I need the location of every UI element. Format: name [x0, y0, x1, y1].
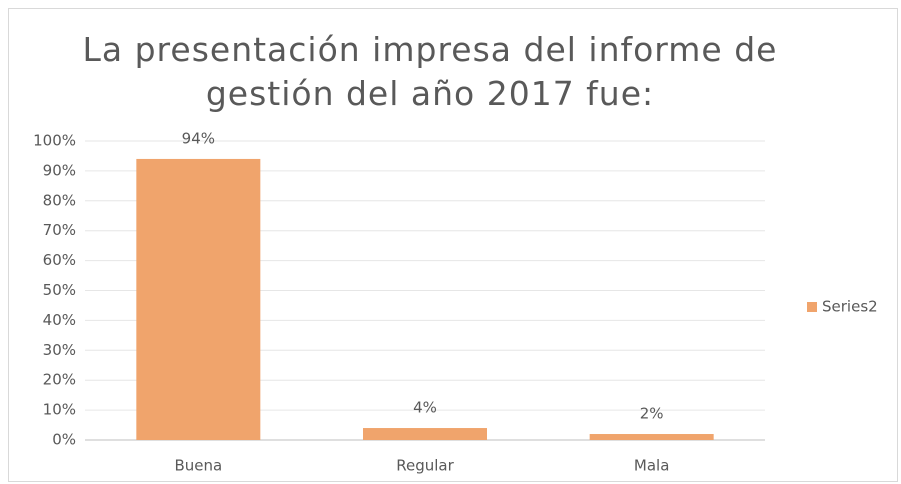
y-tick-label: 50% [43, 281, 76, 299]
legend-label: Series2 [822, 298, 878, 316]
y-tick-label: 40% [43, 311, 76, 329]
x-tick-label: Mala [634, 457, 670, 475]
bar [136, 158, 261, 440]
y-tick-label: 20% [43, 371, 76, 389]
y-tick-label: 100% [33, 132, 76, 150]
x-tick-label: Buena [174, 457, 222, 475]
chart-frame [8, 8, 898, 482]
bar [589, 434, 714, 440]
y-tick-label: 10% [43, 401, 76, 419]
y-tick-label: 60% [43, 251, 76, 269]
data-label: 4% [413, 399, 437, 417]
legend-swatch [807, 302, 817, 312]
y-tick-label: 70% [43, 221, 76, 239]
data-label: 94% [182, 129, 215, 147]
x-tick-label: Regular [396, 457, 454, 475]
y-tick-label: 30% [43, 341, 76, 359]
data-label: 2% [640, 405, 664, 423]
chart-title: La presentación impresa del informe de g… [82, 30, 778, 113]
y-tick-label: 80% [43, 191, 76, 209]
y-tick-label: 0% [52, 431, 76, 449]
y-tick-label: 90% [43, 161, 76, 179]
bar [363, 428, 487, 440]
